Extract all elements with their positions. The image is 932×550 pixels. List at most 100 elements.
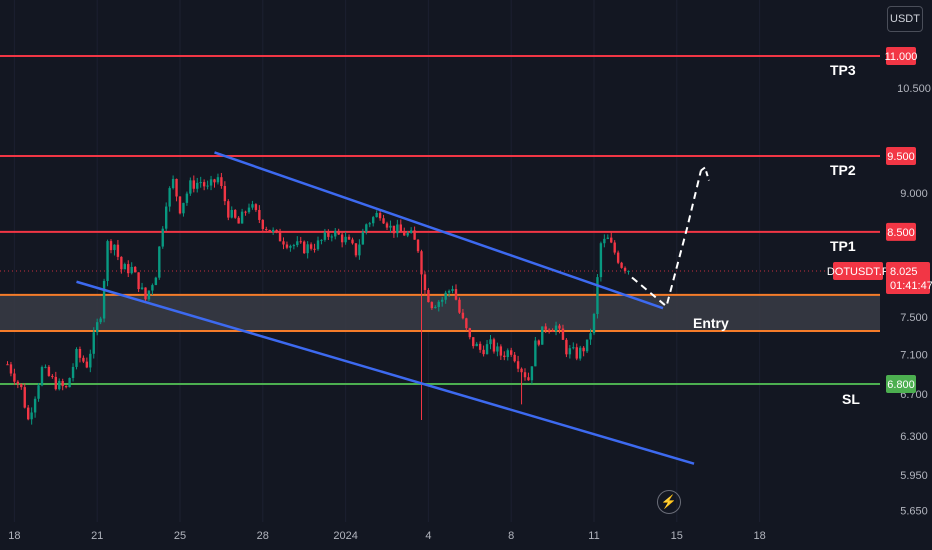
candle-body — [133, 266, 137, 273]
candle-body — [403, 230, 406, 236]
candle-body — [358, 244, 361, 256]
candle-body — [396, 224, 399, 234]
candle-body — [47, 366, 51, 376]
candle — [358, 239, 361, 260]
channel-lower-line — [76, 280, 695, 465]
candle-body — [44, 366, 47, 368]
candle-body — [340, 234, 344, 243]
candle — [13, 368, 16, 385]
lightning-bolt-icon[interactable]: ⚡ — [657, 490, 681, 514]
candle-body — [627, 270, 630, 272]
candle — [482, 345, 485, 357]
y-axis-tick-label: 7.100 — [900, 350, 928, 362]
countdown-text: 01:41:47 — [890, 280, 932, 292]
price-tag-bg — [886, 375, 916, 393]
candle — [130, 262, 133, 275]
candle-body — [485, 344, 489, 355]
candle — [423, 271, 427, 296]
candle — [133, 266, 137, 273]
candle-body — [430, 302, 434, 309]
candle — [368, 221, 371, 228]
candle — [47, 365, 51, 377]
candle — [365, 223, 368, 235]
symbol-price-tag: DOTUSDT.P 8.025 01:41:47 — [827, 262, 932, 295]
candle — [123, 262, 126, 270]
candle-body — [285, 244, 289, 248]
candle — [561, 324, 565, 340]
candle — [451, 285, 454, 294]
candle-body — [309, 244, 313, 249]
candle-body — [365, 224, 368, 232]
candle — [468, 327, 471, 340]
candle-body — [265, 228, 268, 230]
currency-selector-button[interactable]: USDT — [887, 6, 923, 32]
candle — [434, 305, 437, 309]
candle-body — [527, 377, 530, 381]
x-axis-tick-label: 8 — [508, 530, 514, 542]
candle-body — [106, 241, 109, 281]
candle — [437, 300, 440, 312]
candle-body — [37, 385, 40, 399]
candle-body — [192, 180, 195, 189]
price-tag-tp2: 9.500 — [886, 147, 916, 165]
candle-body — [492, 339, 496, 352]
last-price-tag-text: 8.025 — [890, 266, 918, 278]
candle — [378, 210, 382, 221]
candle-body — [296, 241, 299, 246]
candle — [579, 345, 582, 361]
candle-body — [320, 239, 323, 241]
candle — [202, 179, 206, 191]
candle — [475, 342, 478, 347]
candle — [375, 210, 378, 218]
candle — [420, 249, 423, 421]
candle-body — [116, 244, 120, 257]
candle-body — [561, 328, 565, 340]
candle — [541, 326, 544, 345]
candle — [492, 337, 496, 354]
candle — [192, 175, 195, 193]
candle — [489, 334, 492, 350]
candle — [447, 289, 451, 297]
candle-body — [120, 256, 123, 270]
candle-body — [544, 326, 547, 330]
candle-body — [58, 380, 61, 390]
candle — [503, 351, 506, 361]
candle — [106, 239, 109, 287]
candle — [258, 205, 261, 224]
candle — [116, 239, 120, 261]
candle — [575, 343, 578, 361]
candle — [327, 229, 330, 240]
candle-body — [140, 287, 144, 290]
candle-body — [409, 230, 413, 233]
candle-body — [623, 267, 627, 271]
candle — [506, 348, 509, 361]
candle-body — [20, 383, 23, 388]
candle — [596, 274, 599, 319]
candle — [99, 316, 102, 325]
candle-body — [589, 333, 592, 340]
y-axis-tick-label: 9.000 — [900, 188, 928, 200]
candle — [168, 186, 171, 212]
candle-body — [109, 241, 113, 251]
price-tag-bg — [886, 222, 916, 241]
symbol-tag-bg — [833, 262, 883, 281]
candle-body — [27, 407, 30, 420]
x-axis-tick-label: 4 — [425, 530, 431, 542]
candle-body — [579, 347, 582, 359]
candle — [361, 228, 365, 245]
candle-body — [551, 331, 554, 333]
candle — [530, 366, 534, 385]
price-tag-bg — [886, 147, 916, 165]
candle — [458, 297, 461, 314]
x-axis-tick-label: 18 — [8, 530, 20, 542]
candle-body — [182, 202, 185, 214]
candle-body — [51, 375, 54, 377]
candle-body — [102, 280, 106, 319]
x-axis-tick-label: 21 — [91, 530, 103, 542]
candle-body — [299, 241, 302, 243]
candle — [271, 227, 275, 235]
candle-body — [223, 186, 227, 202]
price-tag-text: 11.000 — [885, 51, 918, 63]
